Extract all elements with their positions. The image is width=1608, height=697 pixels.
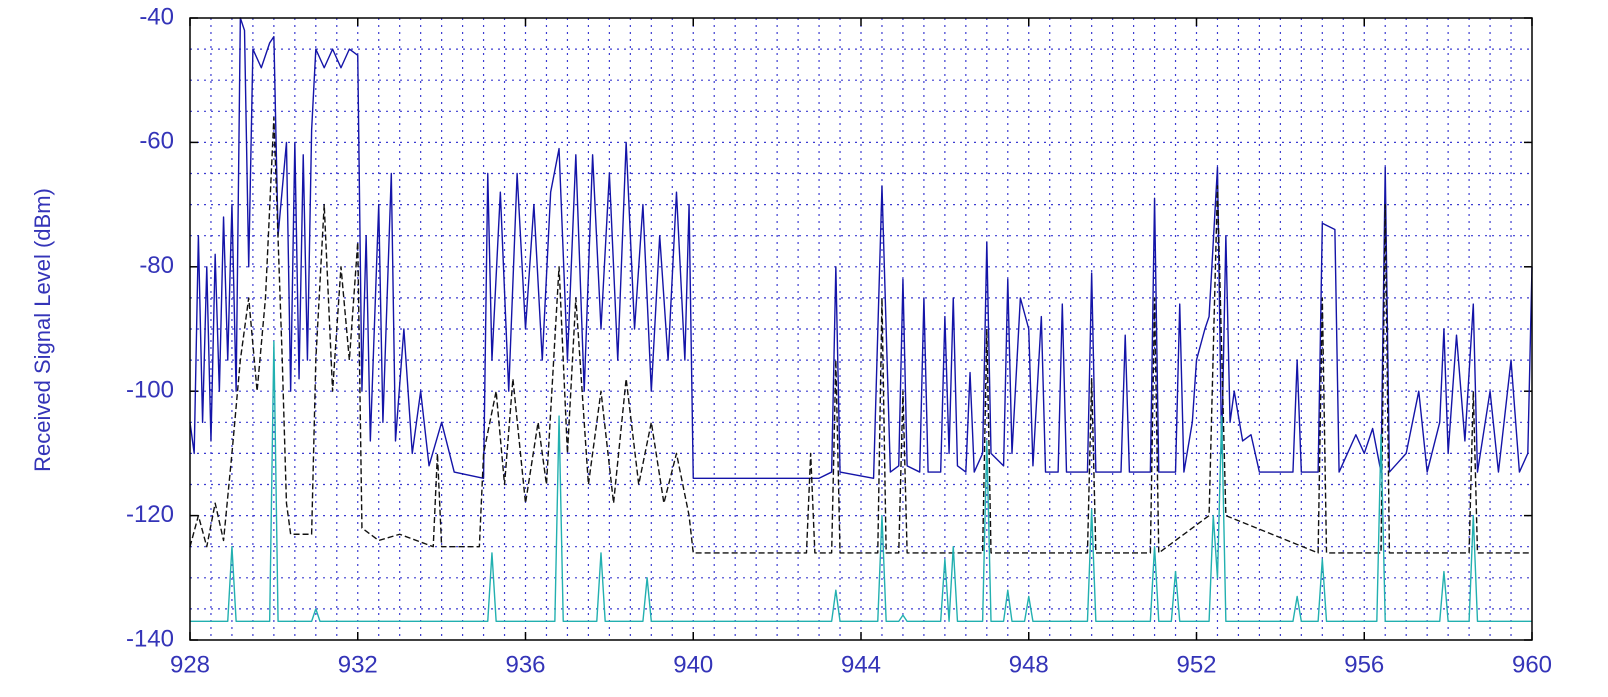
y-tick-label: -140 bbox=[126, 625, 174, 652]
y-tick-label: -80 bbox=[139, 252, 174, 279]
x-tick-label: 944 bbox=[841, 651, 881, 678]
y-tick-label: -40 bbox=[139, 3, 174, 30]
x-tick-label: 960 bbox=[1512, 651, 1552, 678]
y-axis-label: Received Signal Level (dBm) bbox=[30, 188, 55, 472]
series-line bbox=[189, 116, 1532, 554]
x-tick-label: 956 bbox=[1344, 651, 1384, 678]
y-tick-label: -60 bbox=[139, 128, 174, 155]
series-line bbox=[189, 17, 1533, 479]
x-tick-label: 928 bbox=[170, 651, 210, 678]
x-tick-label: 936 bbox=[505, 651, 545, 678]
x-tick-label: 952 bbox=[1176, 651, 1216, 678]
series-line bbox=[190, 340, 1532, 623]
y-tick-label: -120 bbox=[126, 501, 174, 528]
y-tick-label: -100 bbox=[126, 377, 174, 404]
x-tick-label: 932 bbox=[338, 651, 378, 678]
x-tick-label: 940 bbox=[673, 651, 713, 678]
plot-frame bbox=[189, 17, 1533, 641]
x-tick-label: 948 bbox=[1009, 651, 1049, 678]
